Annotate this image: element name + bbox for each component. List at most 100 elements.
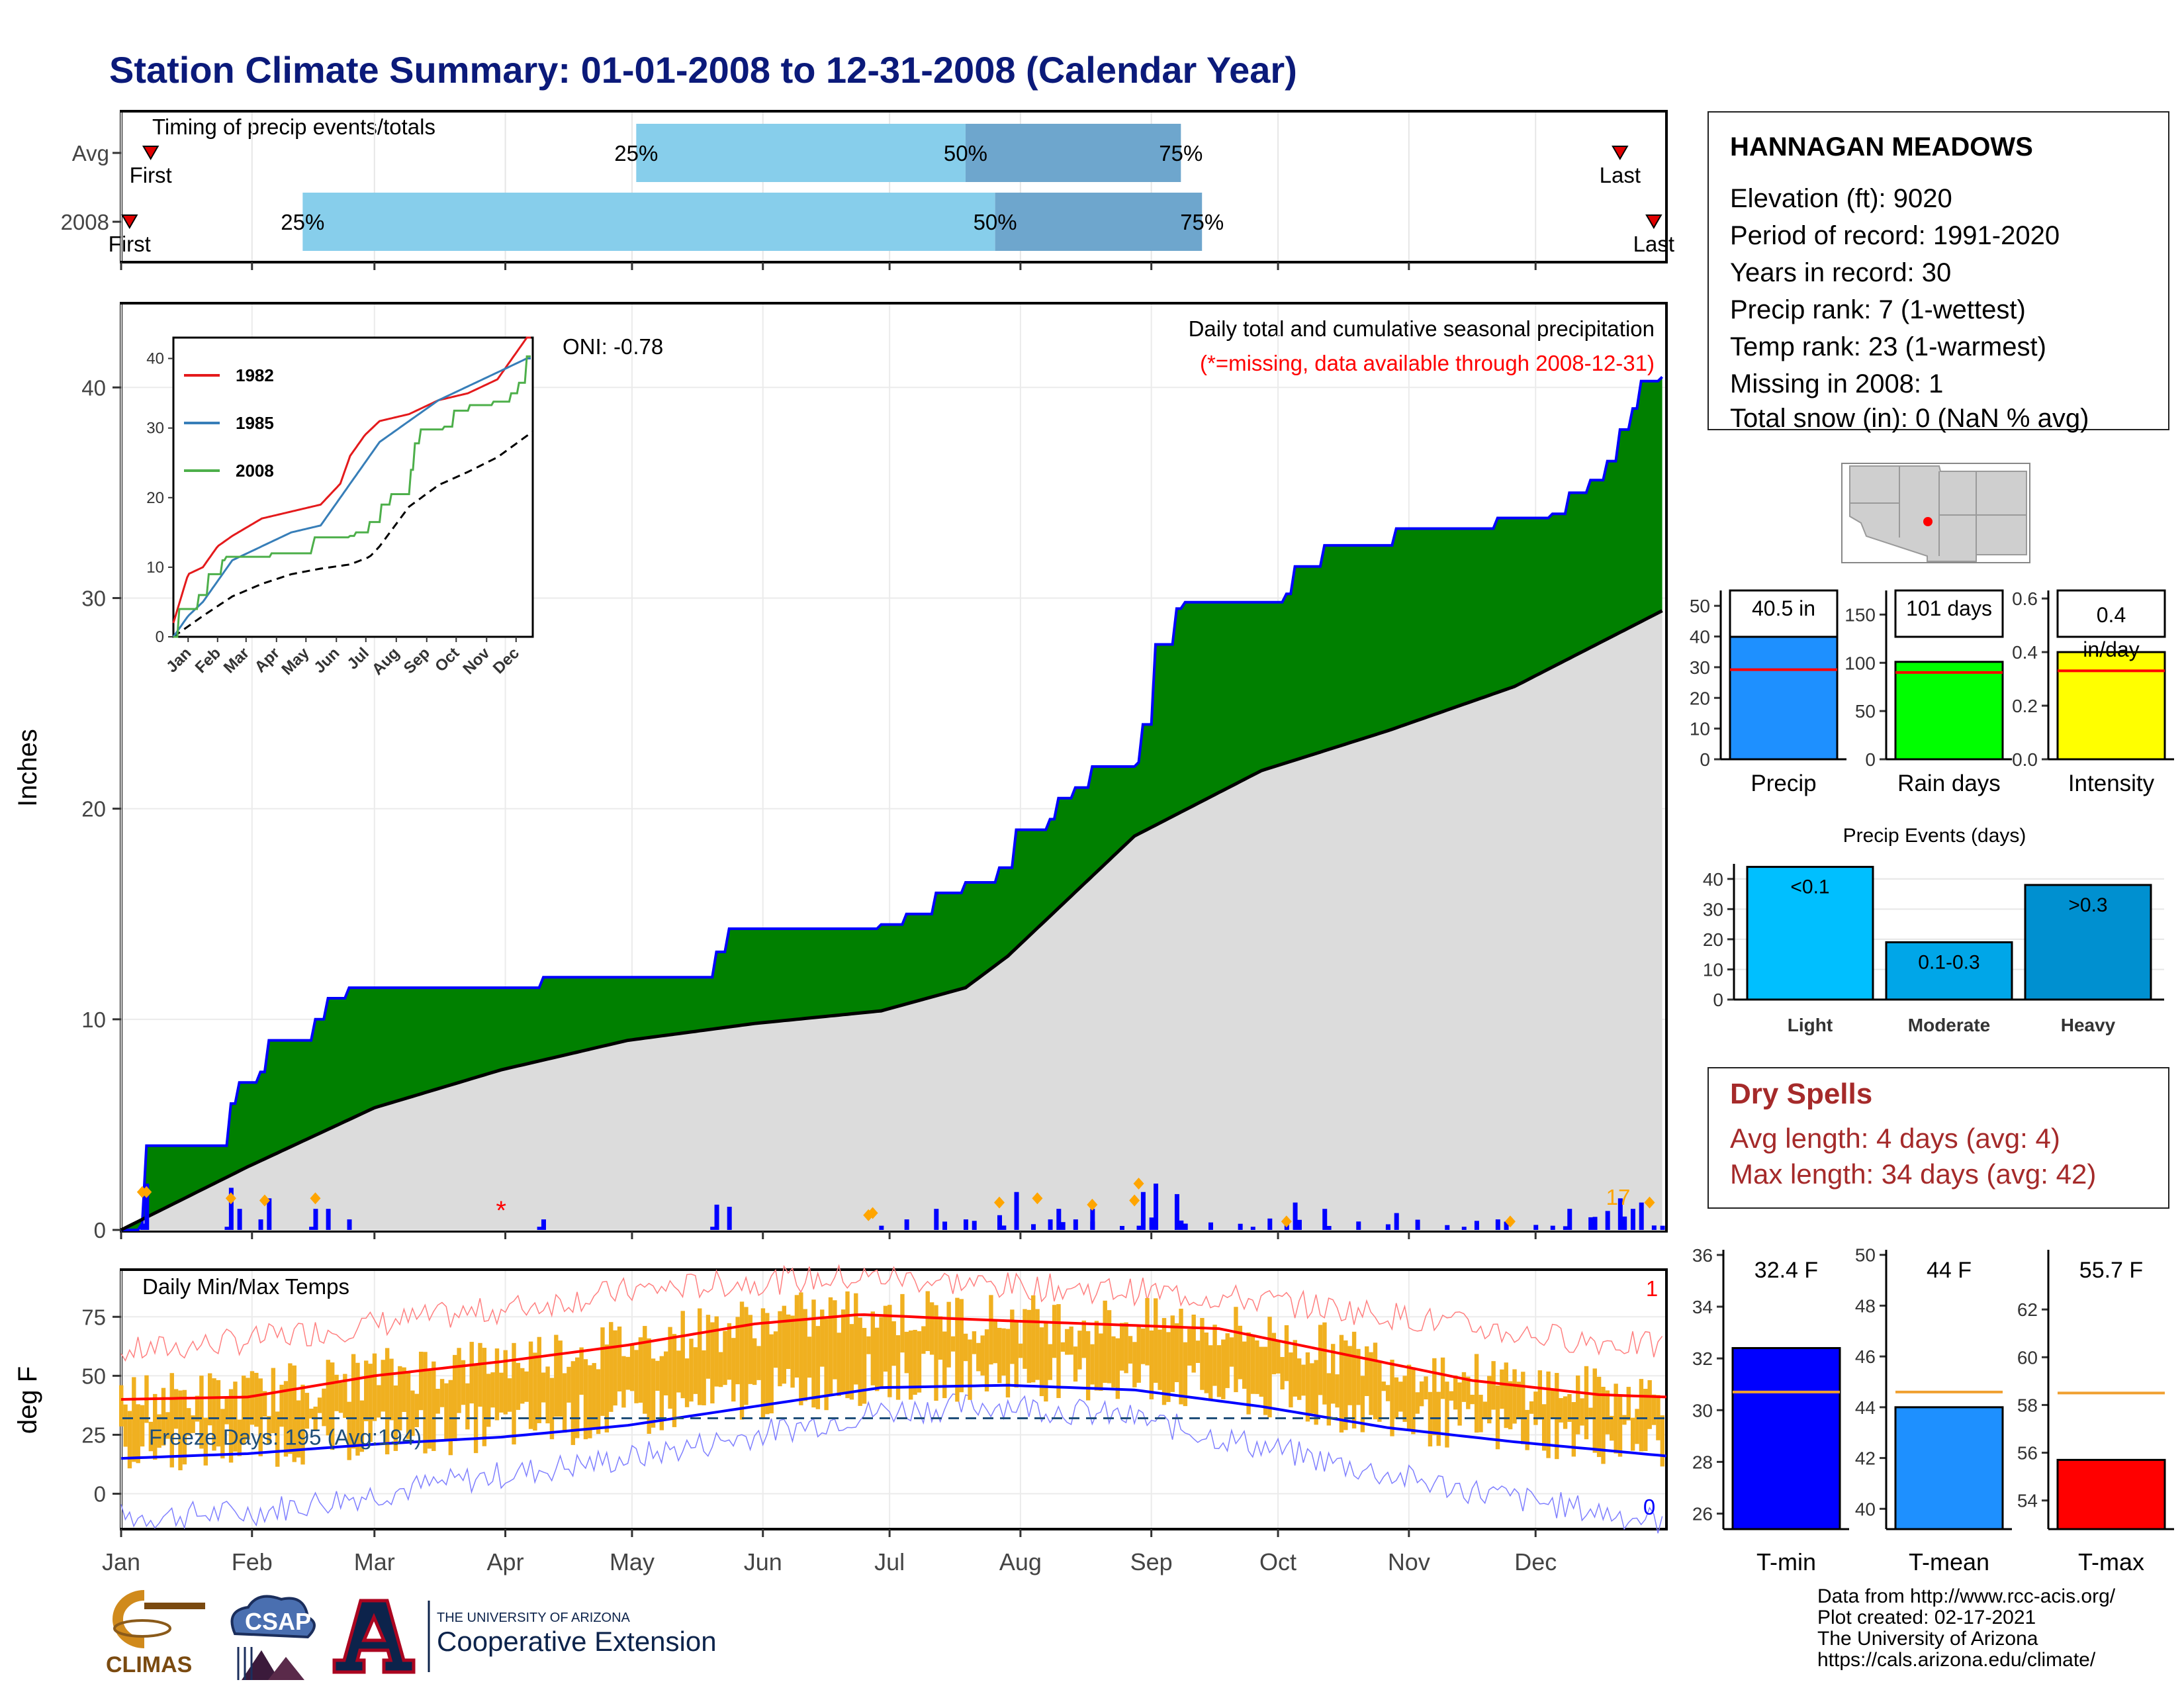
csap-logo: CSAP [230,1595,316,1680]
daily-temp-range-bar [1069,1326,1073,1355]
daily-temp-range-bar [288,1363,293,1454]
mini-y-tick-label: 20 [1690,688,1710,708]
daily-temp-range-bar [1356,1348,1361,1405]
daily-temp-range-bar [182,1389,187,1465]
daily-temp-range-bar [904,1331,909,1374]
daily-temp-range-bar [613,1330,617,1406]
daily-precip-bar [1183,1223,1188,1230]
daily-temp-range-bar [1385,1385,1390,1401]
daily-temp-range-bar [136,1404,140,1464]
daily-precip-bar [1651,1225,1657,1230]
daily-temp-range-bar [710,1322,715,1404]
daily-temp-range-bar [604,1344,610,1432]
daily-temp-range-bar [1643,1389,1648,1452]
daily-temp-range-bar [575,1357,580,1438]
daily-precip-bar [1014,1192,1019,1230]
daily-temp-range-bar [879,1317,884,1388]
daily-temp-range-bar [1284,1325,1289,1382]
daily-temp-range-bar [473,1364,478,1454]
daily-temp-range-bar [195,1395,200,1422]
daily-temp-range-bar [1630,1417,1635,1451]
station-elevation: Elevation (ft): 9020 [1730,184,1952,213]
daily-precip-bar [1474,1221,1479,1230]
daily-temp-range-bar [786,1314,791,1370]
daily-precip-marker [1644,1196,1655,1209]
record-min-line [120,1393,1663,1534]
daily-temp-range-bar [528,1341,533,1429]
daily-temp-range-bar [516,1362,521,1410]
daily-temp-range-bar [803,1309,807,1401]
temperature-summary-bars: 26 28 30 32 34 36 32.4 F T-min 40 42 44 46 48 50 44 F T… [1692,1245,2174,1575]
station-precip-rank: Precip rank: 7 (1-wettest) [1730,295,2026,324]
timing-label-75: 75% [1159,141,1203,165]
daily-temp-range-bar [1461,1372,1467,1402]
month-label: Apr [487,1548,524,1575]
daily-temp-range-bar [1347,1346,1352,1405]
daily-temp-range-bar [698,1308,702,1405]
daily-temp-range-bar [727,1323,732,1380]
daily-temp-range-bar [1592,1368,1597,1453]
daily-precip-bar [1630,1209,1635,1230]
daily-precip-bar [224,1227,230,1230]
daily-temp-range-bar [385,1348,390,1455]
station-period: Period of record: 1991-2020 [1730,221,2060,250]
daily-temp-range-bar [735,1317,740,1385]
month-label: Aug [999,1548,1042,1575]
daily-temp-range-bar [1107,1310,1112,1383]
daily-temp-range-bar [1533,1391,1538,1425]
daily-temp-range-bar [398,1366,402,1430]
daily-precip-marker [225,1192,236,1205]
daily-temp-range-bar [1432,1358,1437,1436]
inset-legend-label: 1982 [236,365,274,385]
daily-temp-range-bar [689,1338,694,1402]
daily-temp-range-bar [1491,1361,1496,1410]
summary-bar-label-box [1729,589,1839,638]
summary-bar-value-label: 101 days [1906,596,1992,620]
daily-temp-range-bar [807,1336,812,1378]
timing-last-label: Last [1633,232,1674,256]
timing-first-marker [121,214,138,229]
daily-temp-range-bar [377,1385,381,1418]
mini-y-tick-label: 34 [1692,1297,1713,1317]
daily-temp-range-bar [242,1376,246,1445]
daily-temp-range-bar [1115,1338,1120,1399]
daily-precip-bar [1605,1211,1610,1230]
daily-precip-bar [1356,1221,1361,1230]
daily-temp-range-bar [1508,1381,1513,1430]
avg-cumulative-line [120,609,1663,1232]
daily-precip-bar [1060,1222,1066,1230]
inset-legend-label: 2008 [236,461,274,481]
daily-temp-range-bar [1314,1360,1318,1425]
daily-precip-bar [1639,1202,1644,1230]
daily-precip-marker [1032,1192,1043,1205]
daily-temp-range-bar [1166,1332,1171,1402]
daily-precip-bar [1048,1219,1053,1230]
record-high-count: 1 [1646,1276,1658,1301]
mini-y-tick-label: 60 [2017,1347,2038,1368]
avg-min-temp-line [120,1383,1667,1460]
credits: Data from http://www.rcc-acis.org/ Plot … [1817,1586,2115,1671]
mini-y-tick-label: 0 [1865,749,1876,770]
daily-temp-range-bar [820,1309,825,1367]
daily-temp-range-bar [296,1400,301,1458]
daily-temp-range-bar [482,1348,487,1446]
daily-temp-range-bar [499,1372,504,1413]
temperature-panel: Daily Min/Max Temps deg F 0 25 50 75 Jan Feb M… [13,1264,1668,1575]
daily-temp-range-bar [1504,1362,1508,1429]
daily-temp-range-bar [1550,1389,1555,1419]
daily-temp-range-bar [1411,1367,1416,1434]
daily-temp-range-bar [1567,1393,1572,1423]
daily-temp-range-bar [1014,1321,1019,1388]
timing-last-marker [1612,146,1629,160]
daily-temp-range-bar [1596,1376,1602,1458]
daily-temp-range-bar [1179,1309,1183,1405]
daily-temp-range-bar [1263,1346,1268,1415]
mini-y-tick-label: 46 [1855,1346,1876,1367]
daily-precip-bar [1394,1213,1399,1230]
daily-temp-range-bar [224,1398,229,1425]
mini-y-tick-label: 50 [1855,701,1876,722]
daily-temp-range-bar [1204,1333,1209,1393]
daily-temp-range-bar [1183,1342,1188,1407]
daily-temp-range-bar [1293,1340,1297,1397]
daily-temp-range-bar [435,1388,440,1414]
